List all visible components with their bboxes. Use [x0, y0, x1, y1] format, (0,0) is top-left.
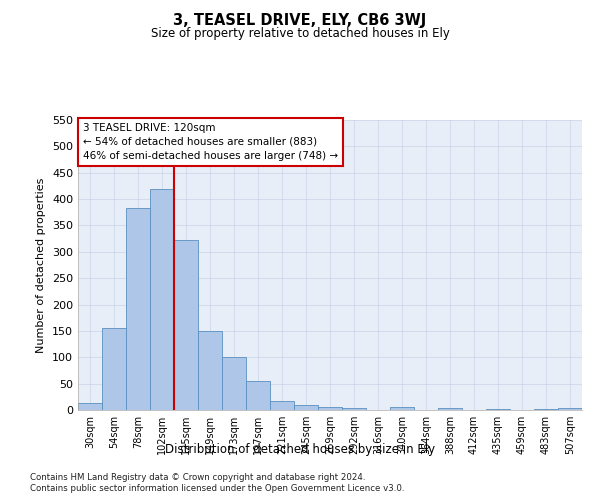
Bar: [126, 208, 150, 410]
Text: Contains HM Land Registry data © Crown copyright and database right 2024.: Contains HM Land Registry data © Crown c…: [30, 472, 365, 482]
Bar: [150, 188, 174, 410]
Y-axis label: Number of detached properties: Number of detached properties: [37, 178, 46, 352]
Text: 3 TEASEL DRIVE: 120sqm
← 54% of detached houses are smaller (883)
46% of semi-de: 3 TEASEL DRIVE: 120sqm ← 54% of detached…: [83, 123, 338, 161]
Bar: [222, 358, 246, 410]
Bar: [270, 400, 294, 410]
Bar: [78, 403, 102, 410]
Text: 3, TEASEL DRIVE, ELY, CB6 3WJ: 3, TEASEL DRIVE, ELY, CB6 3WJ: [173, 12, 427, 28]
Text: Contains public sector information licensed under the Open Government Licence v3: Contains public sector information licen…: [30, 484, 404, 493]
Bar: [102, 328, 126, 410]
Bar: [558, 408, 582, 410]
Bar: [342, 408, 366, 410]
Bar: [534, 409, 558, 410]
Bar: [438, 408, 462, 410]
Text: Distribution of detached houses by size in Ely: Distribution of detached houses by size …: [165, 442, 435, 456]
Bar: [246, 381, 270, 410]
Bar: [486, 409, 510, 410]
Text: Size of property relative to detached houses in Ely: Size of property relative to detached ho…: [151, 28, 449, 40]
Bar: [174, 240, 198, 410]
Bar: [318, 408, 342, 410]
Bar: [198, 331, 222, 410]
Bar: [294, 404, 318, 410]
Bar: [390, 408, 414, 410]
